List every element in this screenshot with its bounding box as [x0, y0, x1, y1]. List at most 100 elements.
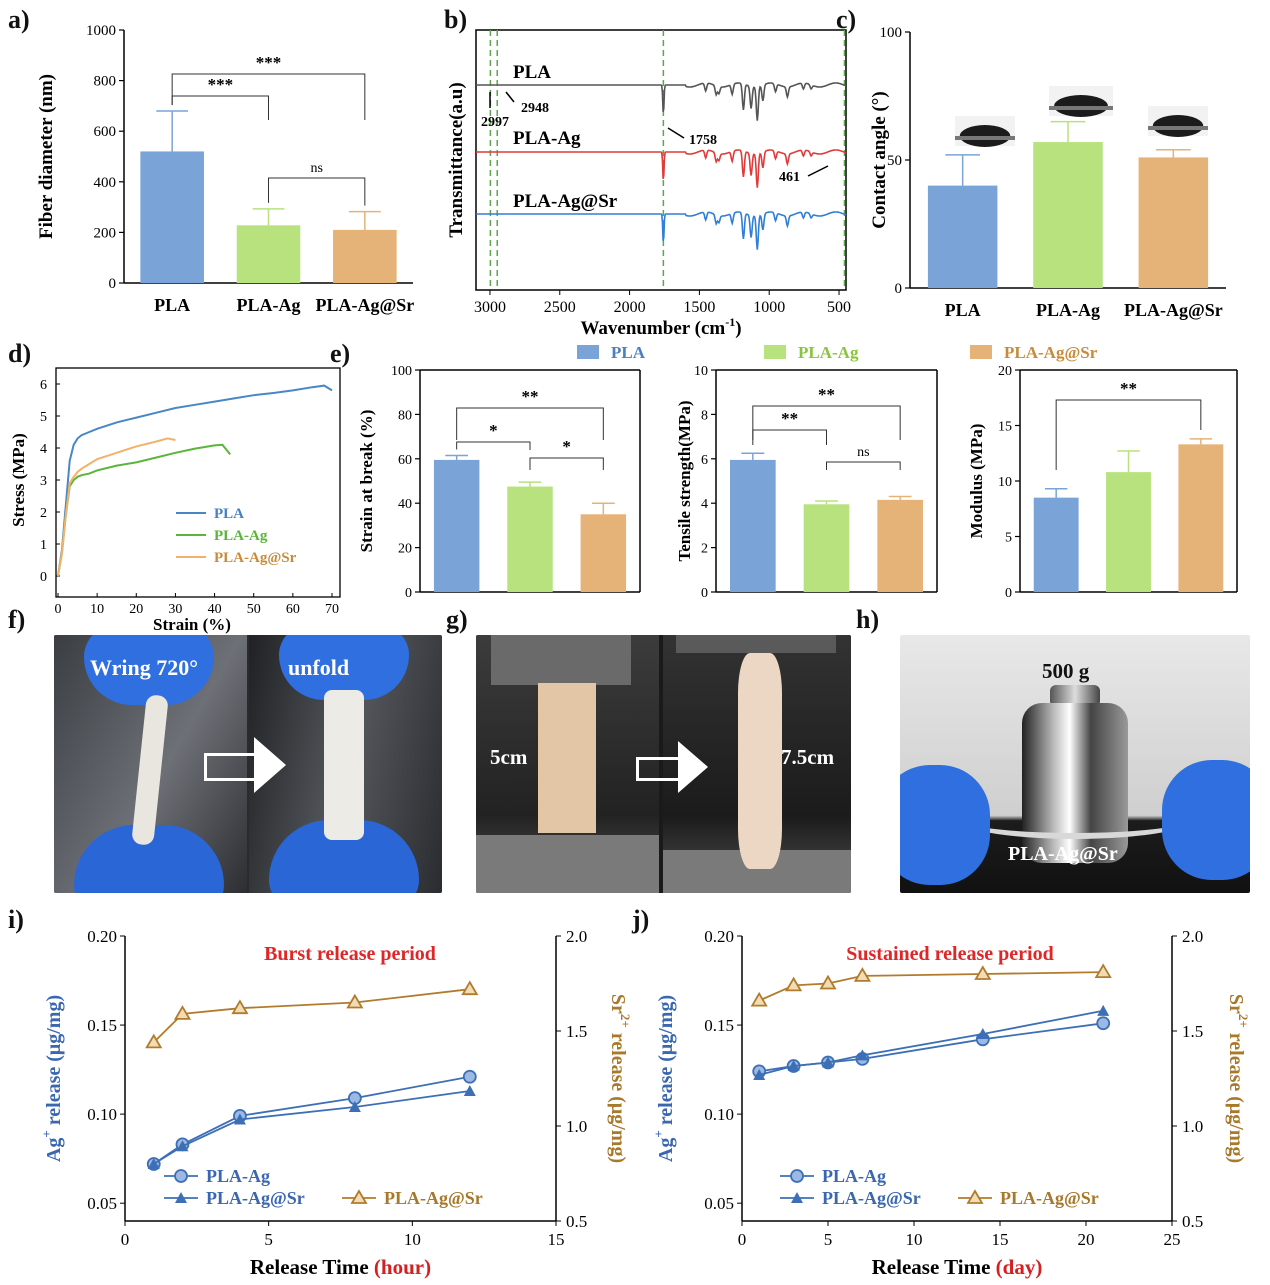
- x-axis-label: Strain (%): [153, 615, 231, 634]
- x-tick-label: 20: [1078, 1230, 1095, 1249]
- significance-bracket: [529, 457, 604, 470]
- legend-marker: [175, 1192, 187, 1203]
- droplet-substrate: [1049, 106, 1113, 110]
- weight-icon: [1022, 703, 1128, 863]
- y-tick-label: 0.15: [87, 1016, 117, 1035]
- series-line: [758, 971, 1104, 1002]
- plot-frame: [55, 367, 341, 598]
- y-tick-label: 5: [40, 410, 47, 425]
- series-label: PLA: [513, 62, 551, 83]
- x-axis-label: Wavenumber (cm-1): [580, 315, 741, 339]
- y-tick-label: 3: [40, 474, 47, 489]
- legend-label: PLA-Ag: [214, 528, 268, 544]
- photo-h-weight-label: 500 g: [1042, 659, 1090, 683]
- data-point: [753, 1068, 766, 1080]
- data-point: [233, 1113, 246, 1125]
- y-tick-label: 6: [701, 453, 708, 468]
- significance-label: ***: [208, 75, 234, 94]
- y-tick-label: 100: [391, 364, 412, 379]
- x-tick-label: 1000: [753, 299, 785, 316]
- x-tick-label: 10: [906, 1230, 923, 1249]
- arrow-right-head-icon: [254, 737, 286, 793]
- bar-chart: 0 5 10 15 20 ** Modulus (MPa): [967, 364, 1238, 601]
- data-point: [1097, 1004, 1110, 1016]
- panel-label: c): [836, 5, 856, 34]
- series-line: [476, 82, 847, 121]
- data-point: [976, 1027, 989, 1039]
- data-point: [231, 999, 249, 1015]
- legend-label: PLA-Ag: [798, 343, 859, 362]
- data-point: [346, 993, 364, 1009]
- series-line: [57, 384, 333, 577]
- series-line: [476, 211, 847, 250]
- data-point: [462, 1069, 477, 1084]
- significance-label: **: [1120, 379, 1137, 398]
- y2-tick-label: 1.0: [566, 1117, 587, 1136]
- legend-label: PLA-Ag@Sr: [822, 1188, 921, 1208]
- y-tick-label: 8: [701, 408, 708, 423]
- y2-axis-label: Sr2+ release (μg/mg): [1225, 994, 1251, 1163]
- y-axis-label: Ag+ release (μg/mg): [39, 995, 65, 1162]
- annotation-arrow-icon: [505, 91, 515, 103]
- y-axis-label: Modulus (MPa): [967, 424, 986, 539]
- series-line: [153, 1090, 470, 1165]
- significance-label: ns: [857, 445, 869, 460]
- series-line: [153, 1075, 470, 1165]
- data-point: [173, 1005, 192, 1020]
- x-tick-label: 10: [404, 1230, 421, 1249]
- photo-f-right-label: unfold: [288, 655, 350, 680]
- significance-label: ***: [256, 53, 282, 72]
- y-tick-label: 0: [701, 586, 708, 601]
- data-point: [856, 1049, 869, 1061]
- data-point: [750, 991, 768, 1007]
- photo-f-left-label: Wring 720°: [90, 655, 199, 680]
- annotation-arrow-icon: [667, 127, 685, 139]
- series-label: PLA-Ag: [513, 128, 581, 149]
- fabric-unfolded: [324, 690, 364, 840]
- panel-label: a): [8, 5, 30, 34]
- y-tick-label: 600: [94, 124, 117, 140]
- legend-swatch: [970, 345, 992, 359]
- x-tick-label: 500: [827, 299, 851, 316]
- x-tick-label: 0: [55, 602, 62, 617]
- y-tick-label: 40: [398, 497, 412, 512]
- significance-bracket: [752, 405, 901, 440]
- clamp-bottom: [476, 835, 659, 893]
- x-tick-label: 5: [824, 1230, 833, 1249]
- glove-icon: [279, 635, 409, 700]
- y-axis-label: Stress (MPa): [9, 433, 28, 527]
- x-tick-label: 2500: [544, 299, 576, 316]
- x-tick-label: 30: [168, 602, 182, 617]
- y-tick-label: 60: [398, 453, 412, 468]
- x-tick-label: 25: [1164, 1230, 1181, 1249]
- y-tick-label: 10: [998, 475, 1012, 490]
- data-point: [461, 980, 479, 996]
- legend-label: PLA-Ag@Sr: [384, 1188, 483, 1208]
- significance-label: *: [489, 421, 498, 440]
- significance-label: **: [781, 409, 798, 428]
- data-point: [785, 976, 803, 992]
- legend-label: PLA-Ag@Sr: [1000, 1188, 1099, 1208]
- data-point: [145, 1033, 163, 1049]
- x-tick-label: PLA-Ag: [1036, 300, 1100, 320]
- arrow-right-head-icon: [678, 741, 708, 793]
- weight-handle: [1050, 685, 1100, 707]
- chart-title: Burst release period: [264, 943, 436, 965]
- significance-label: *: [562, 437, 571, 456]
- bar: [1033, 497, 1079, 592]
- series-line: [476, 149, 847, 188]
- legend-marker: [174, 1169, 188, 1183]
- y-tick-label: 0.20: [87, 927, 117, 946]
- bar: [140, 151, 204, 283]
- y-tick-label: 4: [40, 442, 47, 457]
- x-tick-label: 3000: [474, 299, 506, 316]
- data-point: [1094, 963, 1112, 978]
- bar: [729, 459, 776, 592]
- x-tick-label: 70: [325, 602, 339, 617]
- y-tick-label: 0.20: [704, 927, 734, 946]
- x-tick-label: PLA-Ag@Sr: [1124, 300, 1223, 320]
- x-tick-label: 40: [208, 602, 222, 617]
- y-axis-label: Fiber diameter (nm): [36, 74, 57, 239]
- y-tick-label: 6: [40, 378, 47, 393]
